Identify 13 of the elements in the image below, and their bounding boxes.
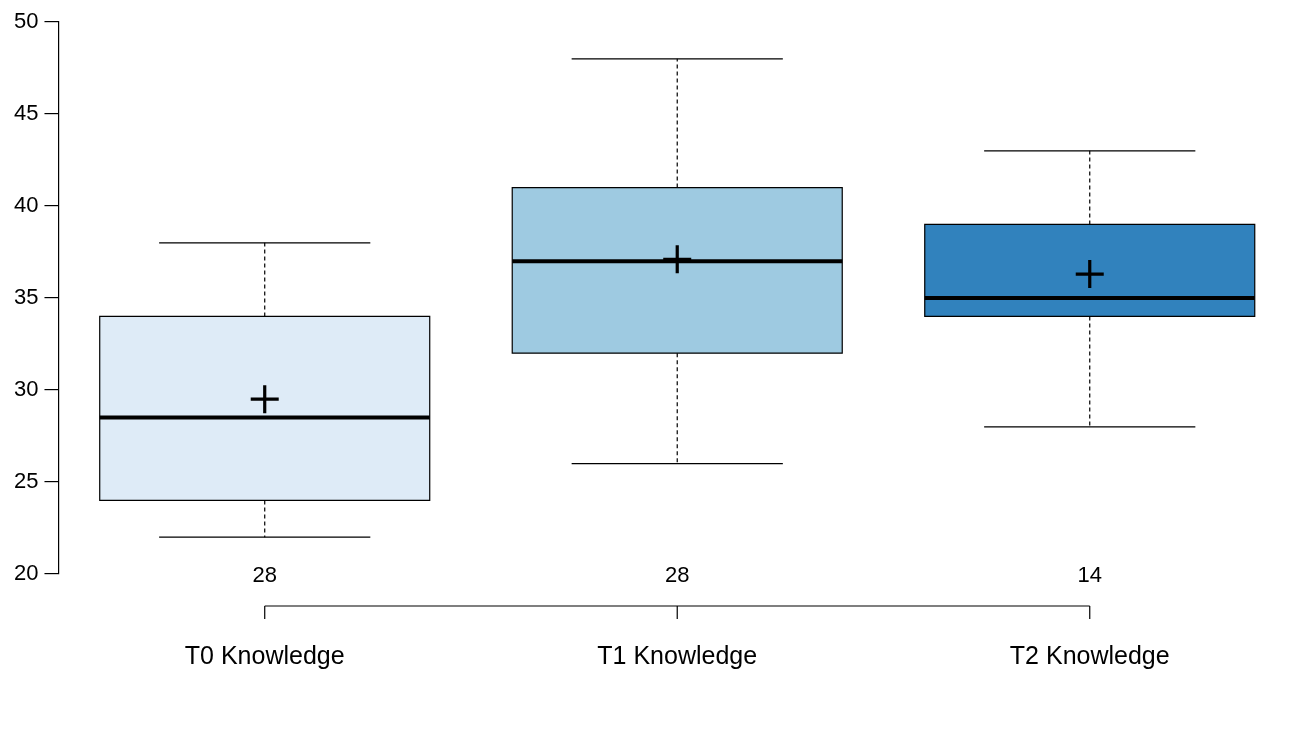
y-tick-label: 35	[13, 284, 39, 310]
annotation: 14	[1077, 562, 1102, 588]
y-tick-label: 20	[13, 560, 39, 586]
y-tick-label: 40	[13, 192, 39, 218]
y-tick-label: 50	[13, 8, 39, 34]
y-tick-label: 25	[13, 468, 39, 494]
annotation: 28	[664, 562, 690, 588]
y-tick-label: 45	[13, 100, 39, 126]
annotation: 28	[252, 562, 277, 588]
x-tick-label: T0 Knowledge	[184, 640, 345, 669]
x-tick-label: T1 Knowledge	[597, 640, 758, 669]
x-tick-label: T2 Knowledge	[1009, 640, 1170, 669]
y-tick-label: 30	[13, 376, 39, 402]
